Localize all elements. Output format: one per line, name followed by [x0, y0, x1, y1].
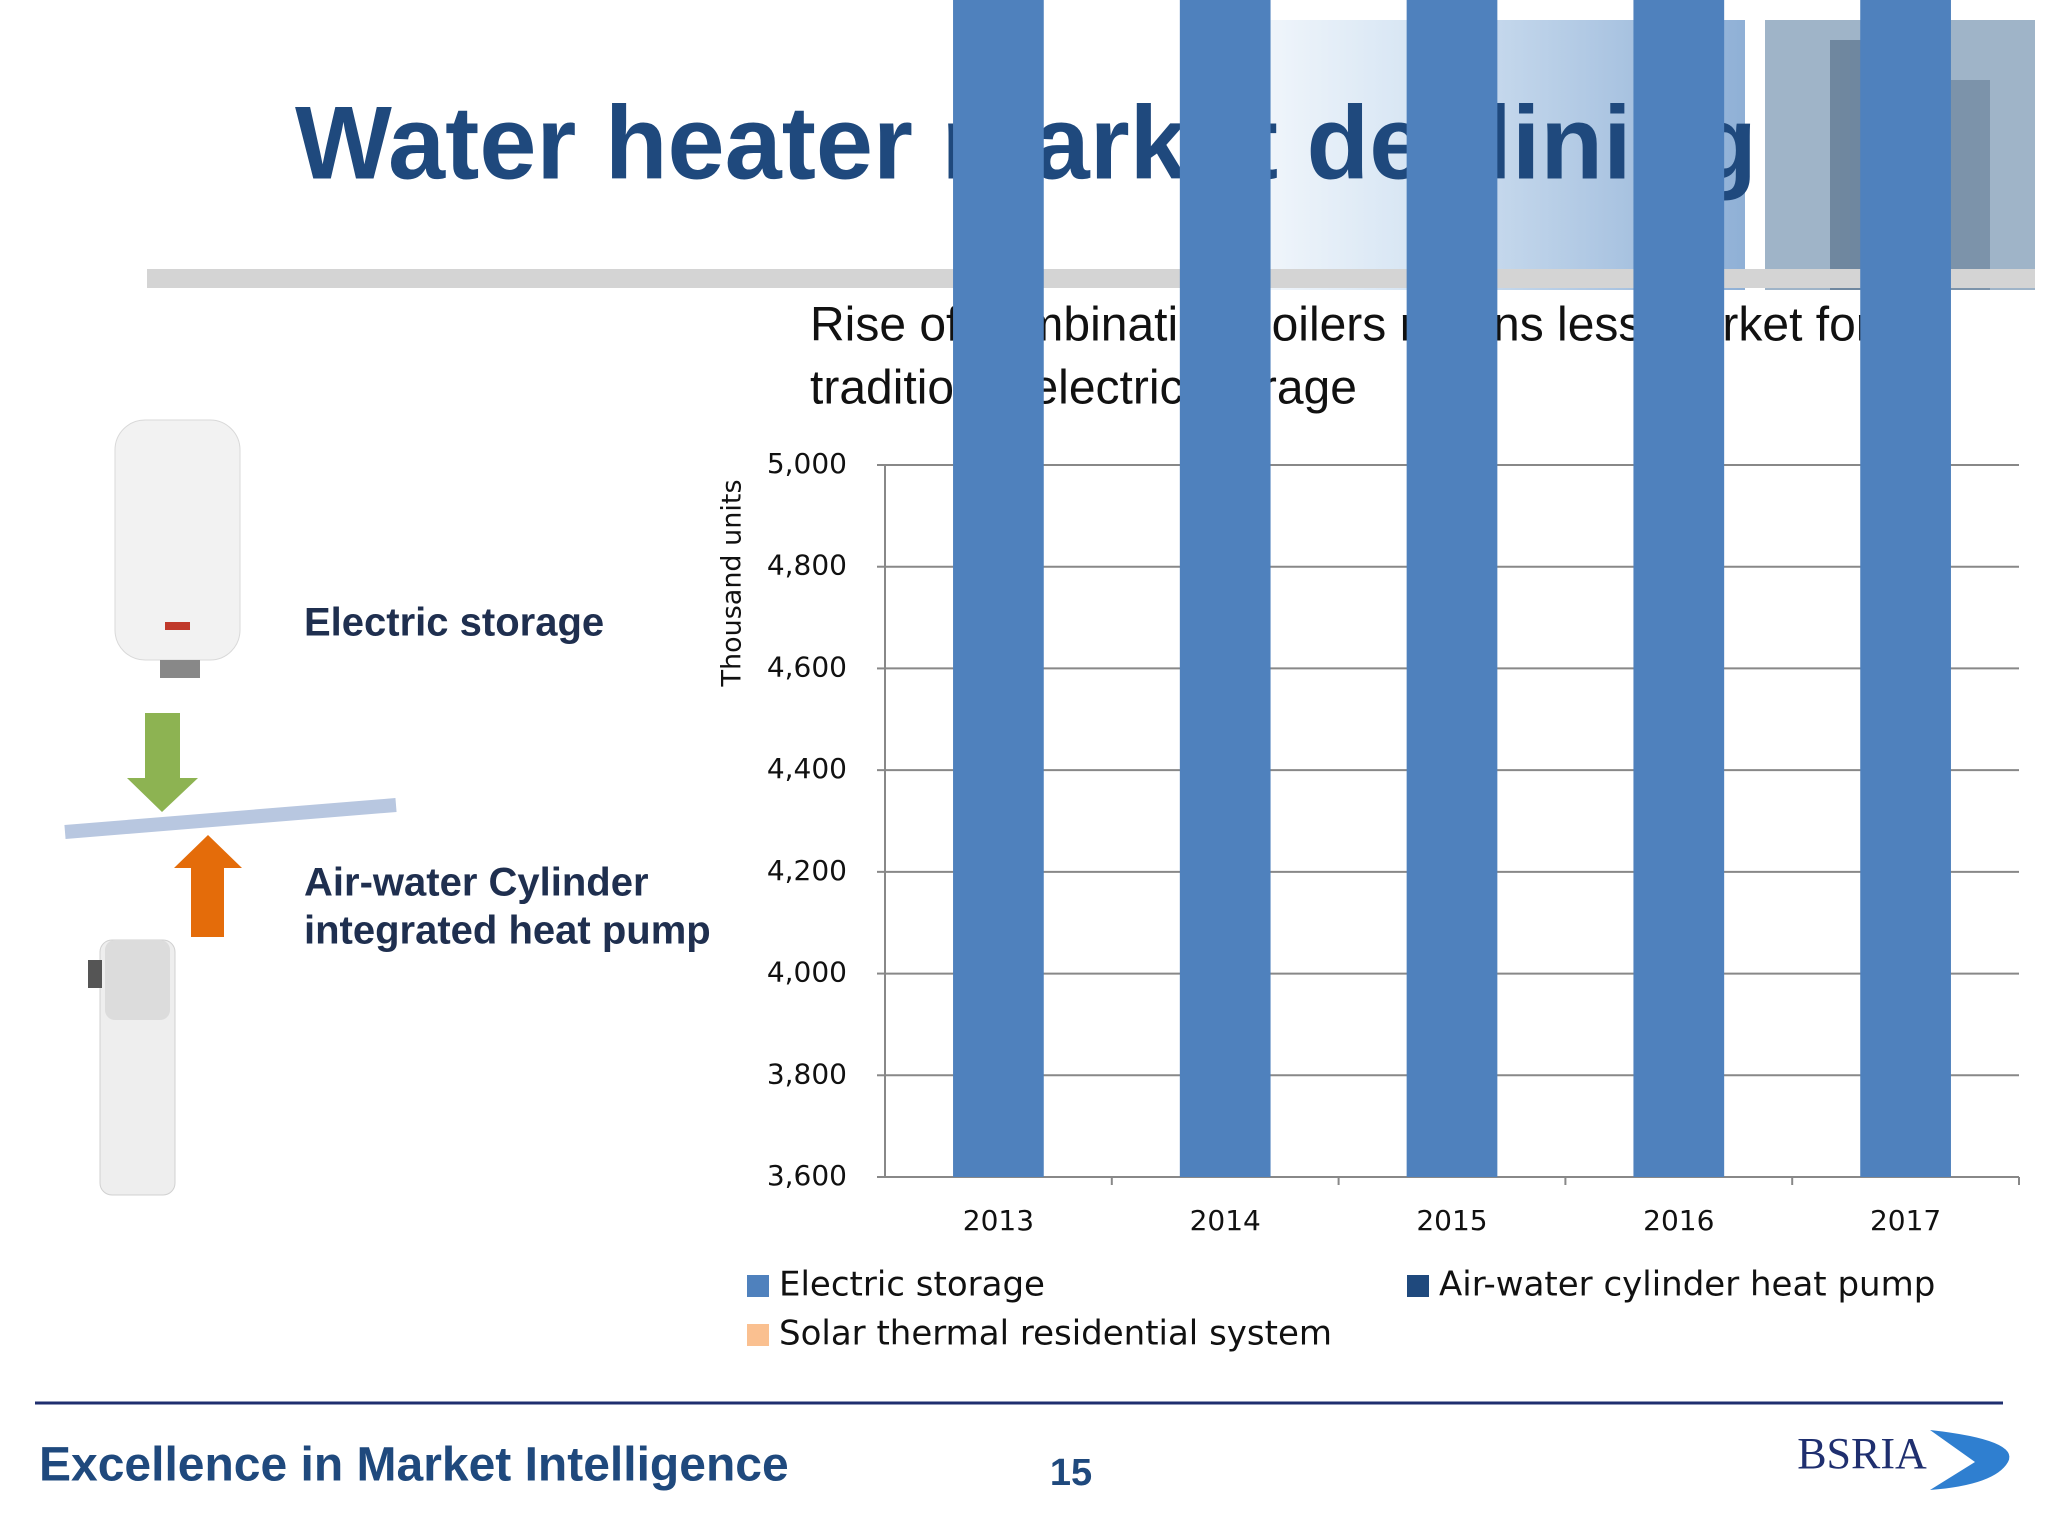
y-tick-label: 3,600 — [767, 1159, 847, 1192]
y-tick-label: 5,000 — [767, 447, 847, 480]
heater-badge — [165, 622, 190, 630]
arrow-up — [174, 835, 242, 937]
y-tick-label: 4,600 — [767, 650, 847, 683]
logo: BSRIA — [1797, 1429, 1927, 1478]
y-tick-label: 4,400 — [767, 752, 847, 785]
bar-segment — [1633, 0, 1725, 1177]
title-rule — [147, 269, 2035, 288]
x-tick-label: 2015 — [1416, 1204, 1487, 1237]
heatpump-pipe — [88, 960, 102, 988]
balance-line — [64, 798, 397, 839]
heater-base — [160, 660, 200, 678]
y-tick-label: 3,800 — [767, 1057, 847, 1090]
arrow-down — [127, 713, 198, 812]
bar-segment — [1860, 0, 1951, 1177]
legend-label: Electric storage — [779, 1265, 1045, 1305]
bar-segment — [1406, 0, 1498, 1177]
legend-swatch — [747, 1324, 769, 1346]
y-tick-label: 4,000 — [767, 956, 847, 989]
logo-swoosh — [1930, 1430, 2010, 1490]
x-tick-label: 2014 — [1190, 1204, 1261, 1237]
y-tick-label: 4,800 — [767, 549, 847, 582]
legend-label: Air-water cylinder heat pump — [1439, 1265, 1935, 1305]
x-tick-label: 2016 — [1643, 1204, 1714, 1237]
footer-tagline: Excellence in Market Intelligence — [39, 1439, 789, 1492]
x-tick-label: 2017 — [1870, 1204, 1941, 1237]
legend-swatch — [747, 1275, 769, 1297]
y-tick-label: 4,200 — [767, 854, 847, 887]
page-number: 15 — [1050, 1452, 1092, 1494]
bar-segment — [953, 0, 1044, 1177]
x-tick-label: 2013 — [963, 1204, 1034, 1237]
side-label: Electric storage — [304, 601, 604, 645]
heatpump-top — [105, 940, 170, 1020]
legend-label: Solar thermal residential system — [779, 1314, 1332, 1354]
bar-segment — [1179, 0, 1271, 1177]
y-axis-label: Thousand units — [717, 479, 748, 687]
side-label: integrated heat pump — [304, 909, 711, 953]
chart-title: traditional electric storage — [810, 362, 1357, 415]
legend-swatch — [1407, 1275, 1429, 1297]
side-label: Air-water Cylinder — [304, 861, 649, 905]
